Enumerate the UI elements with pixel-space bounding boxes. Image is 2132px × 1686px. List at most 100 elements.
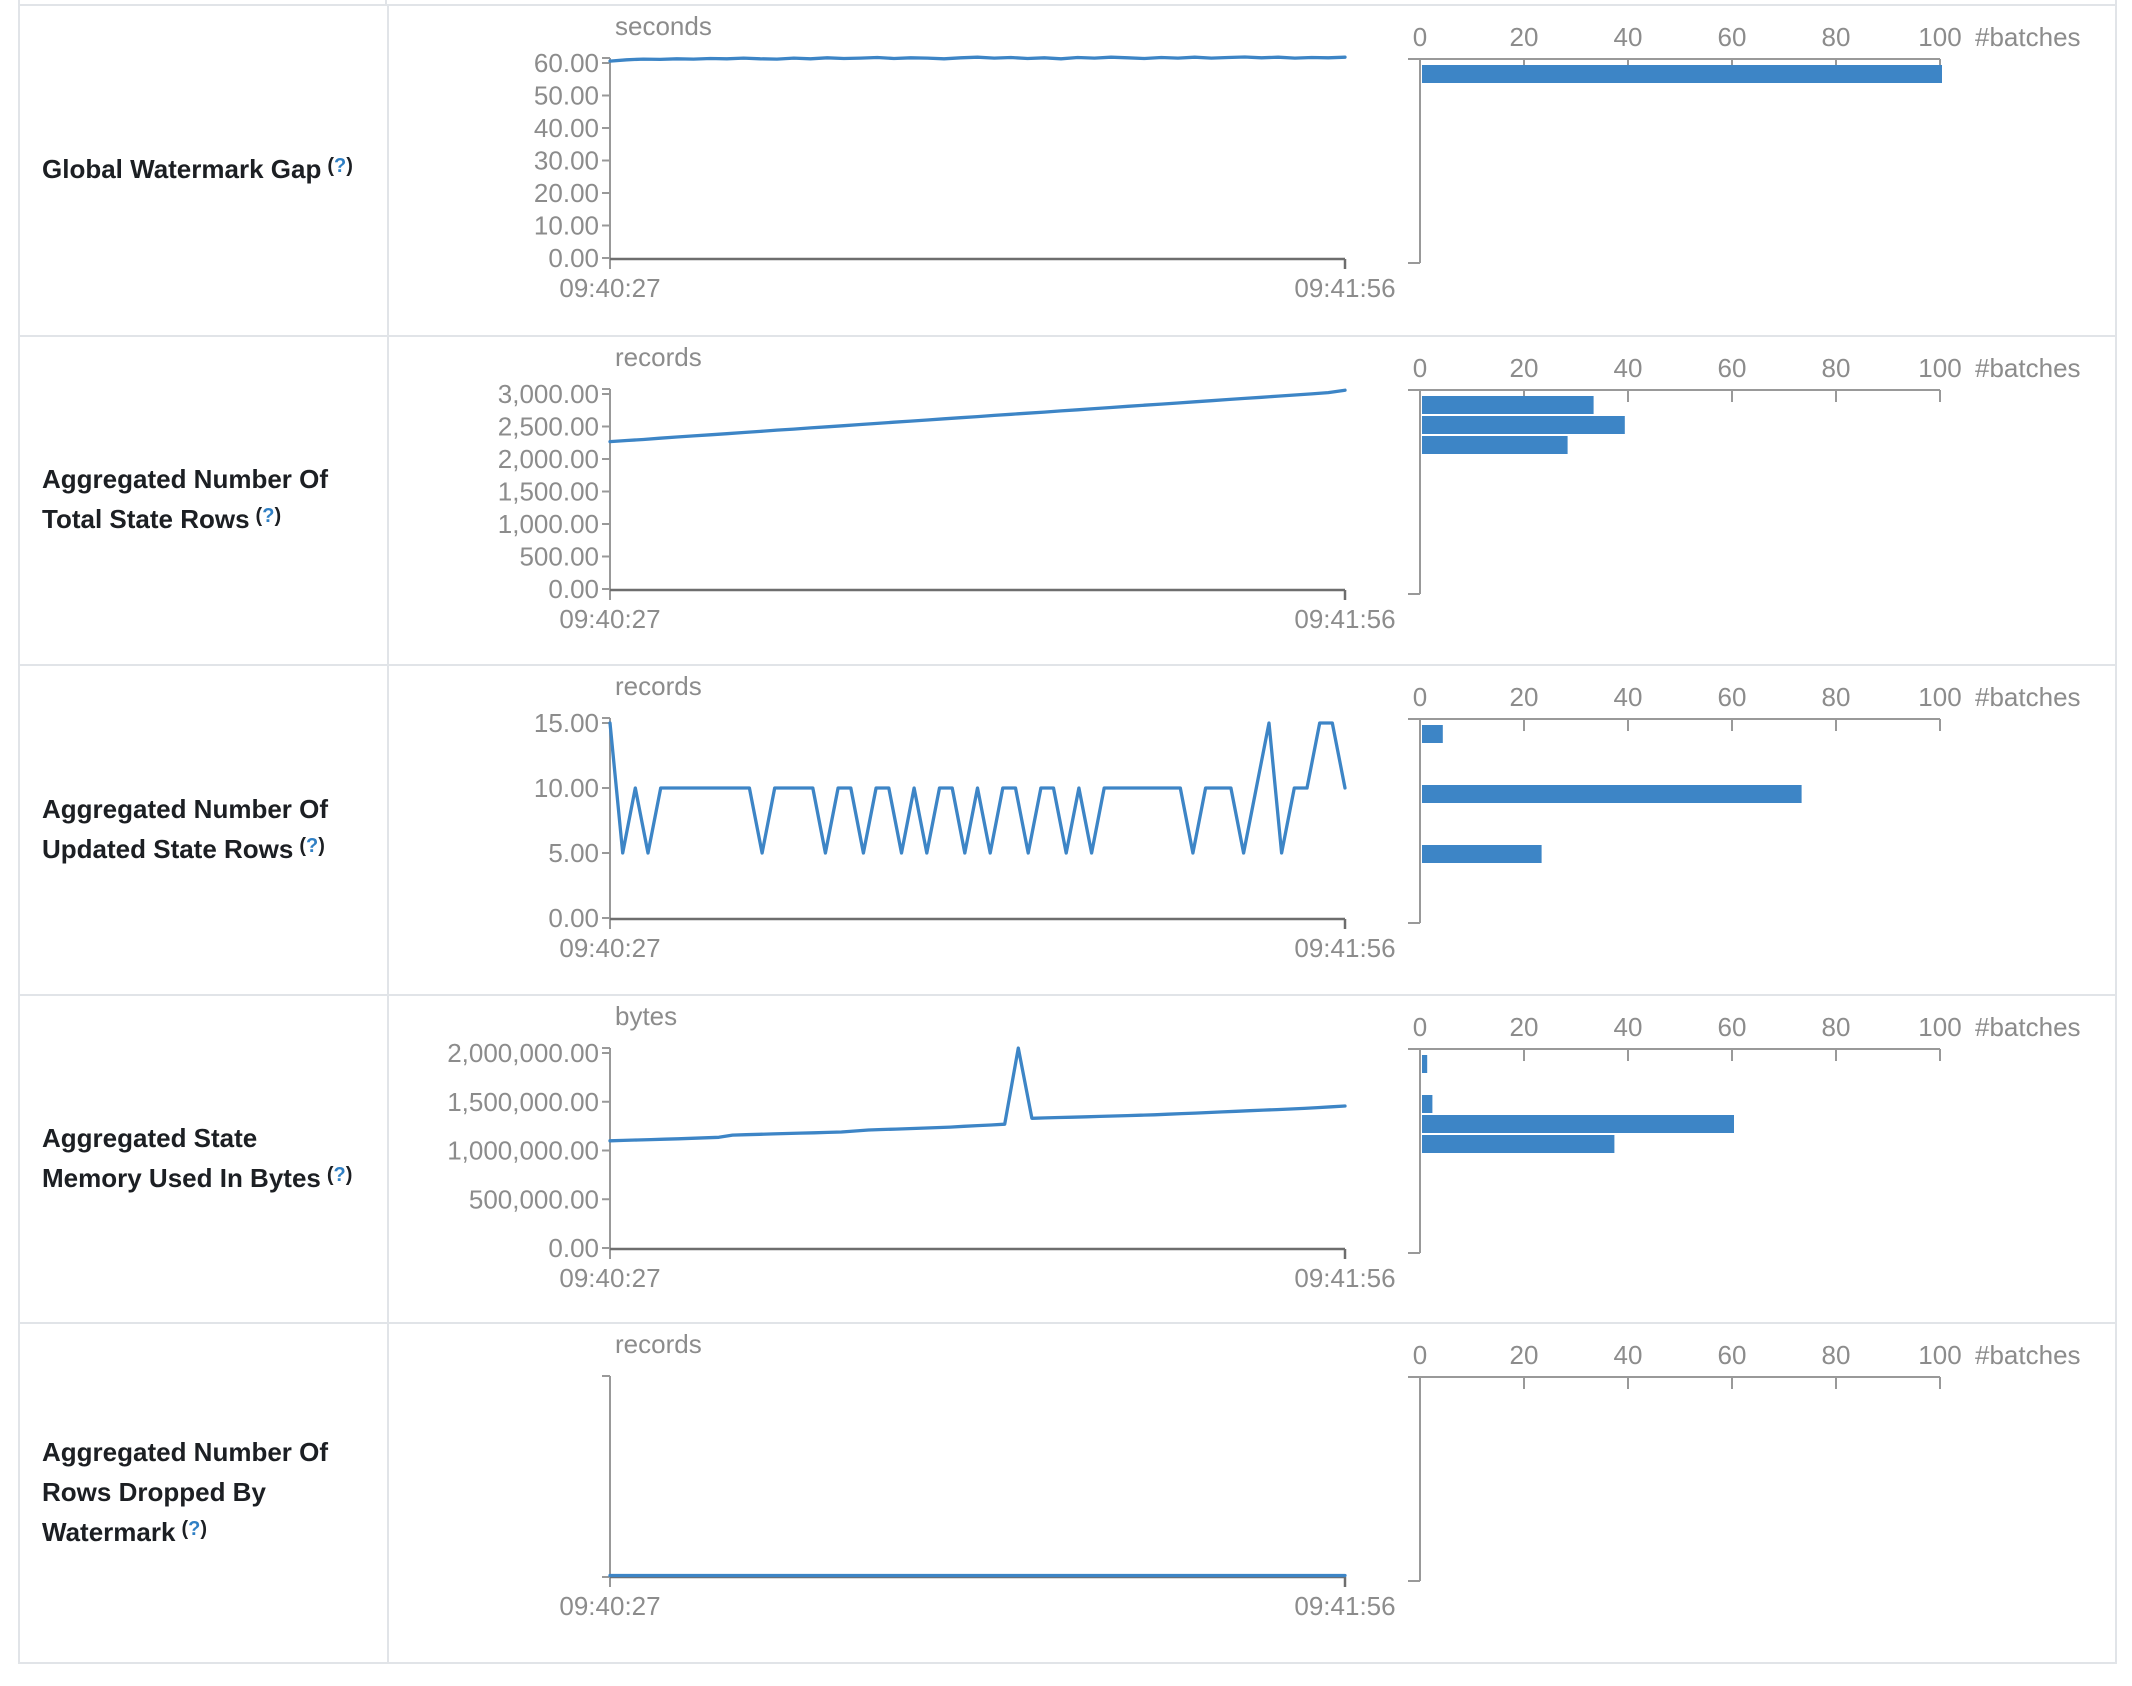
help-badge: (?) — [327, 155, 353, 177]
help-badge: (?) — [181, 1518, 207, 1540]
svg-text:60: 60 — [1718, 22, 1747, 52]
svg-text:09:41:56: 09:41:56 — [1294, 1263, 1395, 1293]
metric-row-rows-dropped-by-watermark: Aggregated Number Of Rows Dropped By Wat… — [20, 1324, 2115, 1662]
svg-text:0: 0 — [1413, 1012, 1427, 1042]
svg-text:records: records — [615, 671, 702, 701]
histogram-bar — [1422, 436, 1568, 454]
histogram-bar — [1422, 1095, 1433, 1113]
help-paren-close: ) — [274, 505, 282, 527]
metric-label-text: Aggregated Number Of Rows Dropped By Wat… — [42, 1436, 329, 1547]
help-link[interactable]: ? — [188, 1517, 201, 1540]
help-link[interactable]: ? — [333, 1163, 346, 1186]
svg-text:20: 20 — [1510, 682, 1539, 712]
svg-text:80: 80 — [1822, 1012, 1851, 1042]
histogram-bar — [1422, 785, 1802, 803]
metric-label-text: Global Watermark Gap — [42, 154, 322, 184]
svg-text:09:41:56: 09:41:56 — [1294, 933, 1395, 963]
svg-text:20: 20 — [1510, 353, 1539, 383]
svg-text:0: 0 — [1413, 1340, 1427, 1370]
svg-text:records: records — [615, 342, 702, 372]
svg-text:5.00: 5.00 — [548, 838, 599, 868]
metric-line — [608, 55, 1347, 63]
timeline-chart: seconds 60.0050.0040.0030.0020.0010.000.0… — [534, 11, 1396, 303]
metric-label-cell: Aggregated State Memory Used In Bytes (?) — [20, 996, 389, 1322]
svg-text:40: 40 — [1614, 353, 1643, 383]
help-link[interactable]: ? — [334, 155, 347, 177]
svg-text:20.00: 20.00 — [534, 178, 599, 208]
svg-text:2,000,000.00: 2,000,000.00 — [447, 1038, 599, 1068]
chart-cell: seconds 60.00 50.00 40.00 30.00 20.00 10.00 0.0… — [389, 6, 2115, 335]
svg-text:09:40:27: 09:40:27 — [559, 1263, 660, 1293]
histogram-bar — [1422, 65, 1942, 83]
svg-text:40: 40 — [1614, 1012, 1643, 1042]
svg-text:40.00: 40.00 — [534, 113, 599, 143]
help-badge: (?) — [327, 1164, 353, 1186]
svg-text:80: 80 — [1822, 22, 1851, 52]
metric-row-state-memory-bytes: Aggregated State Memory Used In Bytes (?)… — [20, 996, 2115, 1324]
row-charts: bytes 2,000,000.00 1,500,000.00 1,000,000.0… — [447, 1001, 2081, 1293]
svg-text:1,000,000.00: 1,000,000.00 — [447, 1136, 599, 1166]
svg-text:30.00: 30.00 — [534, 146, 599, 176]
row-charts: records 09:40:27 09:41:56 0 20 40 60 80 100 #batc… — [559, 1329, 2081, 1621]
svg-text:records: records — [615, 1329, 702, 1359]
metric-label: Aggregated Number Of Total State Rows (?) — [20, 459, 354, 542]
chart-cell: records 15.00 10.00 5.00 0.00 09:40:27 09:41:5… — [389, 666, 2115, 994]
histogram-bar — [1422, 725, 1443, 743]
help-paren-close: ) — [200, 1517, 207, 1540]
svg-text:20: 20 — [1510, 1012, 1539, 1042]
histogram-chart: 0 20 40 60 80 100 #batches — [1408, 1340, 2081, 1582]
metric-label-cell: Aggregated Number Of Total State Rows (?) — [20, 337, 389, 664]
svg-text:60: 60 — [1718, 1340, 1747, 1370]
border-stub-right — [2115, 0, 2117, 4]
chart-cell: records 09:40:27 09:41:56 0 20 40 60 80 100 #batc… — [389, 1324, 2115, 1662]
histogram-bar — [1422, 1055, 1428, 1073]
svg-text:100: 100 — [1918, 682, 1961, 712]
svg-text:seconds: seconds — [615, 11, 712, 41]
histogram-bar — [1422, 396, 1594, 414]
timeline-chart: records 3,000.002,500.002,000.001,500.001… — [498, 342, 1396, 634]
metric-line — [608, 1046, 1347, 1143]
svg-text:100: 100 — [1918, 22, 1961, 52]
svg-text:1,000.00: 1,000.00 — [498, 509, 599, 539]
svg-text:60: 60 — [1718, 682, 1747, 712]
svg-text:0.00: 0.00 — [548, 903, 599, 933]
help-link[interactable]: ? — [306, 834, 319, 857]
svg-text:60: 60 — [1718, 1012, 1747, 1042]
timeline-chart: bytes 2,000,000.00 1,500,000.00 1,000,000.0… — [447, 1001, 1395, 1293]
metric-line — [608, 388, 1347, 444]
svg-text:50.00: 50.00 — [534, 81, 599, 111]
metric-row-updated-state-rows: Aggregated Number Of Updated State Rows(… — [20, 666, 2115, 996]
svg-text:40: 40 — [1614, 682, 1643, 712]
metric-label: Aggregated State Memory Used In Bytes (?) — [20, 1118, 354, 1201]
metric-row-global-watermark-gap: Global Watermark Gap (?) seconds 60.00 50.0… — [20, 6, 2115, 337]
svg-text:0: 0 — [1413, 22, 1427, 52]
svg-text:#batches: #batches — [1975, 22, 2081, 52]
svg-text:#batches: #batches — [1975, 1012, 2081, 1042]
svg-text:2,000.00: 2,000.00 — [498, 444, 599, 474]
svg-text:500.00: 500.00 — [519, 542, 599, 572]
svg-text:09:41:56: 09:41:56 — [1294, 604, 1395, 634]
metric-label-cell: Aggregated Number Of Rows Dropped By Wat… — [20, 1324, 389, 1662]
svg-text:15.00: 15.00 — [534, 708, 599, 738]
svg-text:10.00: 10.00 — [534, 211, 599, 241]
svg-text:bytes: bytes — [615, 1001, 677, 1031]
histogram-chart: 0 20 40 60 80 100 #batches — [1408, 1012, 2081, 1254]
metric-label: Global Watermark Gap (?) — [20, 149, 353, 192]
metric-label-text: Aggregated State Memory Used In Bytes — [42, 1122, 321, 1193]
help-badge: (?) — [256, 505, 282, 527]
help-paren-close: ) — [345, 1163, 353, 1186]
table-top-remnant — [18, 0, 2117, 4]
help-paren-open: ( — [326, 1163, 334, 1186]
metric-line — [608, 721, 1347, 855]
svg-text:09:41:56: 09:41:56 — [1294, 1591, 1395, 1621]
svg-text:0.00: 0.00 — [548, 1233, 599, 1263]
help-link[interactable]: ? — [262, 505, 275, 527]
svg-text:09:40:27: 09:40:27 — [559, 273, 660, 303]
help-paren-open: ( — [181, 1517, 189, 1540]
border-stub-left — [18, 0, 20, 4]
svg-text:09:40:27: 09:40:27 — [559, 604, 660, 634]
timeline-chart: records 09:40:27 09:41:56 — [559, 1329, 1395, 1621]
